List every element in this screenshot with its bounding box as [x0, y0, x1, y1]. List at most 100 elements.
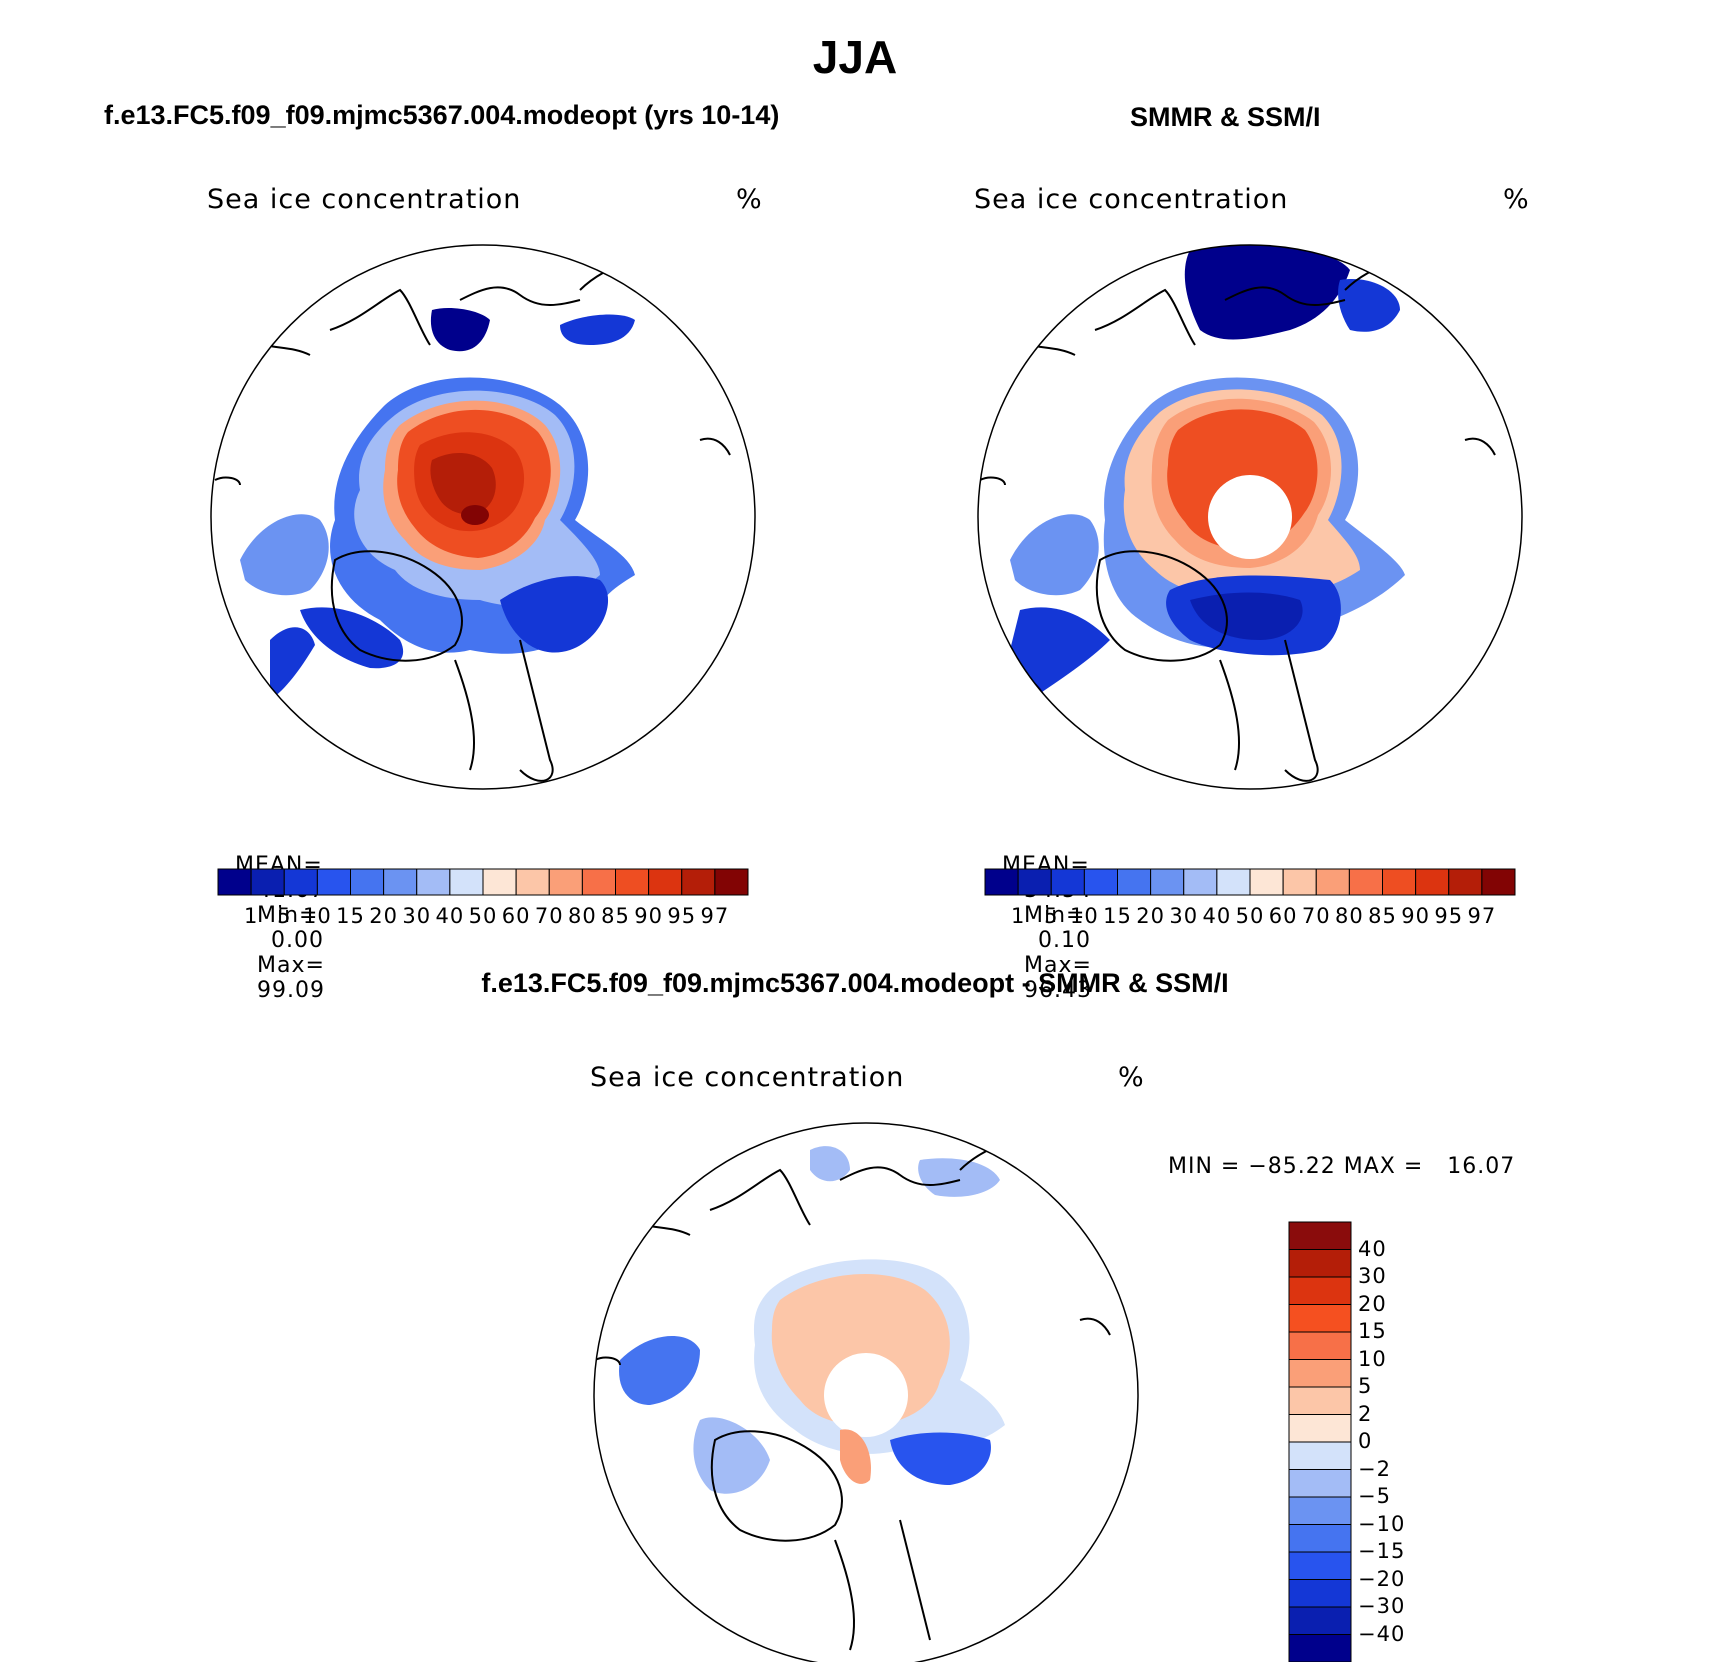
obs-max-label: Max=	[1024, 953, 1092, 978]
model-colorbar-swatch	[284, 869, 317, 895]
model-colorbar-tick-label: 85	[601, 904, 630, 928]
model-colorbar-tick-label: 70	[535, 904, 564, 928]
obs-colorbar-swatch	[1349, 869, 1382, 895]
obs-colorbar-tick-label: 50	[1236, 904, 1265, 928]
diff-colorbar-tick-label: 10	[1358, 1347, 1387, 1371]
diff-colorbar-swatch	[1289, 1360, 1351, 1388]
diff-colorbar-swatch	[1289, 1552, 1351, 1580]
diff-minmax: MIN = −85.22 MAX = 16.07	[1168, 1154, 1515, 1179]
obs-colorbar-tick-label: 60	[1269, 904, 1298, 928]
obs-min-value: 0.10	[1038, 928, 1091, 953]
diff-colorbar-tick-label: −40	[1358, 1622, 1405, 1646]
diff-colorbar-tick-label: 30	[1358, 1264, 1387, 1288]
obs-colorbar-swatch	[1084, 869, 1117, 895]
model-colorbar-swatch	[450, 869, 483, 895]
obs-colorbar-swatch	[1316, 869, 1349, 895]
obs-colorbar-swatch	[1383, 869, 1416, 895]
obs-colorbar-tick-label: 1	[1011, 904, 1025, 928]
obs-colorbar-tick-label: 85	[1368, 904, 1397, 928]
diff-colorbar-swatch	[1289, 1497, 1351, 1525]
obs-colorbar-tick-label: 80	[1335, 904, 1364, 928]
model-colorbar-tick-label: 60	[502, 904, 531, 928]
diff-colorbar-swatch	[1289, 1250, 1351, 1278]
diff-colorbar-swatch	[1289, 1305, 1351, 1333]
obs-colorbar-tick-label: 97	[1468, 904, 1497, 928]
diff-colorbar-swatch	[1289, 1415, 1351, 1443]
diff-colorbar-swatch	[1289, 1470, 1351, 1498]
obs-colorbar-swatch	[1416, 869, 1449, 895]
obs-colorbar-tick-label: 70	[1302, 904, 1331, 928]
model-colorbar-swatch	[483, 869, 516, 895]
model-colorbar-swatch	[417, 869, 450, 895]
obs-colorbar-tick-label: 5	[1044, 904, 1058, 928]
diff-colorbar-swatch	[1289, 1332, 1351, 1360]
diff-colorbar-swatch	[1289, 1277, 1351, 1305]
obs-colorbar-swatch	[1051, 869, 1084, 895]
obs-colorbar-swatch	[1018, 869, 1051, 895]
model-colorbar-swatch	[649, 869, 682, 895]
obs-colorbar-swatch	[1283, 869, 1316, 895]
diff-colorbar-swatch	[1289, 1525, 1351, 1553]
model-colorbar-swatch	[351, 869, 384, 895]
model-colorbar-swatch	[317, 869, 350, 895]
obs-colorbar	[985, 869, 1515, 895]
obs-colorbar-swatch	[1482, 869, 1515, 895]
diff-colorbar-tick-label: −10	[1358, 1512, 1405, 1536]
obs-colorbar-tick-label: 10	[1070, 904, 1099, 928]
model-colorbar-tick-label: 97	[701, 904, 730, 928]
model-colorbar-tick-label: 30	[402, 904, 431, 928]
obs-colorbar-swatch	[1250, 869, 1283, 895]
obs-max-value: 96.43	[1024, 978, 1092, 1003]
diff-colorbar-tick-label: 20	[1358, 1292, 1387, 1316]
obs-colorbar-tick-label: 95	[1434, 904, 1463, 928]
obs-colorbar-swatch	[1184, 869, 1217, 895]
obs-colorbar-swatch	[985, 869, 1018, 895]
model-colorbar-swatch	[384, 869, 417, 895]
obs-colorbar-tick-label: 15	[1103, 904, 1132, 928]
obs-colorbar-swatch	[1118, 869, 1151, 895]
model-colorbar-tick-label: 10	[303, 904, 332, 928]
model-colorbar-tick-label: 40	[436, 904, 465, 928]
diff-colorbar-tick-label: 5	[1358, 1374, 1372, 1398]
diff-colorbar-tick-label: −15	[1358, 1539, 1405, 1563]
diff-colorbar-swatch	[1289, 1442, 1351, 1470]
model-colorbar-swatch	[682, 869, 715, 895]
model-colorbar	[218, 869, 748, 895]
model-colorbar-tick-label: 5	[277, 904, 291, 928]
obs-colorbar-tick-label: 90	[1401, 904, 1430, 928]
diff-field	[619, 1146, 1005, 1494]
diff-colorbar	[1289, 1222, 1351, 1662]
diff-colorbar-swatch	[1289, 1387, 1351, 1415]
diff-colorbar-swatch	[1289, 1607, 1351, 1635]
model-colorbar-tick-label: 50	[469, 904, 498, 928]
model-colorbar-swatch	[251, 869, 284, 895]
diff-colorbar-tick-label: 15	[1358, 1319, 1387, 1343]
diff-colorbar-swatch	[1289, 1222, 1351, 1250]
diff-colorbar-tick-label: −2	[1358, 1457, 1391, 1481]
model-colorbar-swatch	[616, 869, 649, 895]
model-min-value: 0.00	[271, 928, 324, 953]
model-colorbar-tick-label: 90	[634, 904, 663, 928]
diff-colorbar-tick-label: −20	[1358, 1567, 1405, 1591]
diff-colorbar-swatch	[1289, 1635, 1351, 1662]
obs-colorbar-tick-label: 20	[1136, 904, 1165, 928]
diff-colorbar-tick-label: −30	[1358, 1594, 1405, 1618]
model-colorbar-swatch	[218, 869, 251, 895]
obs-colorbar-swatch	[1217, 869, 1250, 895]
obs-colorbar-swatch	[1449, 869, 1482, 895]
model-colorbar-swatch	[715, 869, 748, 895]
model-max-value: 99.09	[257, 978, 325, 1003]
model-colorbar-tick-label: 80	[568, 904, 597, 928]
diff-colorbar-swatch	[1289, 1580, 1351, 1608]
model-colorbar-tick-label: 20	[369, 904, 398, 928]
obs-colorbar-swatch	[1151, 869, 1184, 895]
diff-colorbar-tick-label: 40	[1358, 1237, 1387, 1261]
obs-colorbar-tick-label: 40	[1203, 904, 1232, 928]
diff-colorbar-tick-label: −5	[1358, 1484, 1391, 1508]
model-colorbar-tick-label: 1	[244, 904, 258, 928]
diff-colorbar-tick-label: 2	[1358, 1402, 1372, 1426]
